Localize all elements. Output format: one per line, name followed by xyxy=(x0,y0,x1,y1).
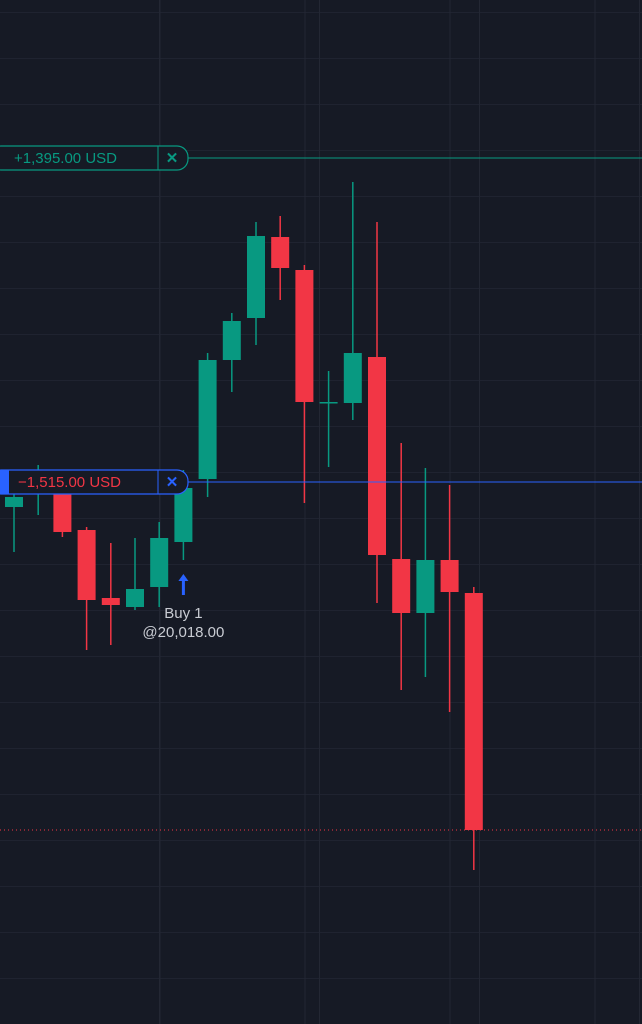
candle-body xyxy=(126,589,144,607)
candle-body xyxy=(174,488,193,542)
candle-body xyxy=(77,530,96,600)
candle-body xyxy=(198,360,217,479)
candle-body xyxy=(101,598,120,605)
candle-body xyxy=(416,560,435,613)
order-label: −1,515.00 USD xyxy=(18,474,121,491)
candle-body xyxy=(440,560,459,592)
candle-body xyxy=(222,321,241,360)
trade-text: Buy 1 xyxy=(164,605,202,622)
candle-body xyxy=(5,497,23,507)
order-label-box xyxy=(0,145,189,171)
candle-body xyxy=(271,237,290,268)
candle-body xyxy=(295,270,314,402)
candle-body xyxy=(53,493,72,532)
order-close-icon[interactable]: ✕ xyxy=(166,474,179,491)
order-label-box xyxy=(0,469,189,495)
trade-price: @20,018.00 xyxy=(142,624,224,641)
candle-body xyxy=(343,353,362,403)
candle-body xyxy=(392,559,411,613)
order-label: +1,395.00 USD xyxy=(14,150,117,167)
candle-body xyxy=(464,593,483,830)
candle-body xyxy=(368,357,386,555)
buy-arrow xyxy=(178,574,189,595)
order-close-icon[interactable]: ✕ xyxy=(166,150,179,167)
candle-body xyxy=(150,538,169,587)
candle-body xyxy=(247,236,265,318)
order-handle xyxy=(0,470,9,494)
candle-body xyxy=(319,402,338,404)
